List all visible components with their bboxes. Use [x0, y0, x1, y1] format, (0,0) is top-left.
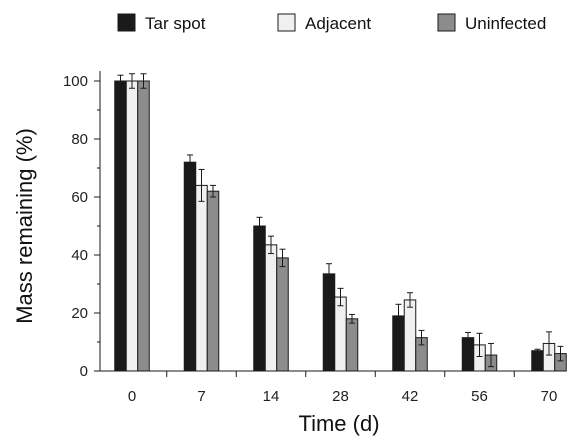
error-bar-tar-spot-70 [534, 348, 541, 353]
bar-uninfected-7 [206, 190, 220, 372]
legend-item-adjacent: Adjacent [277, 13, 371, 33]
error-bar-adjacent-70 [546, 331, 552, 356]
bar-uninfected-0 [137, 80, 150, 372]
error-bar-tar-spot-14 [256, 216, 263, 236]
bar-adjacent-42 [403, 299, 417, 372]
legend-label: Tar spot [145, 14, 206, 33]
error-bar-uninfected-14 [279, 248, 286, 268]
legend-item-uninfected: Uninfected [437, 13, 546, 33]
error-bar-adjacent-42 [407, 292, 413, 308]
error-bar-uninfected-7 [210, 184, 216, 198]
legend-label: Adjacent [305, 14, 371, 33]
error-bar-adjacent-7 [198, 168, 205, 202]
y-tick-label: 20 [71, 305, 88, 322]
error-bar-uninfected-70 [557, 345, 564, 362]
y-tick-label: 80 [71, 131, 88, 148]
error-bar-adjacent-56 [476, 332, 483, 357]
error-bar-uninfected-28 [349, 313, 355, 324]
error-bar-adjacent-14 [268, 235, 274, 255]
x-tick-label: 14 [263, 388, 280, 405]
bar-tar-spot-7 [183, 161, 197, 372]
legend: Tar spot Adjacent Uninfected [117, 13, 546, 33]
error-bar-tar-spot-42 [395, 303, 402, 328]
bar-adjacent-7 [195, 184, 208, 372]
legend-swatch [437, 13, 456, 32]
error-bar-uninfected-56 [488, 342, 494, 368]
x-tick-label: 42 [402, 388, 419, 405]
error-bar-tar-spot-7 [187, 154, 193, 170]
legend-swatch [117, 13, 136, 32]
x-tick-label: 28 [332, 388, 349, 405]
bar-adjacent-28 [334, 296, 347, 372]
axes: 0 20 40 60 80 100 0 7 14 28 42 56 70 [63, 71, 566, 405]
bar-uninfected-28 [345, 318, 359, 372]
x-tick-label: 0 [128, 388, 136, 405]
y-axis-title: Mass remaining (%) [12, 128, 37, 324]
x-tick-label: 7 [197, 388, 205, 405]
x-axis-title: Time (d) [298, 411, 379, 436]
error-bar-uninfected-0 [140, 73, 147, 89]
y-tick-label: 60 [71, 189, 88, 206]
legend-item-tar-spot: Tar spot [117, 13, 206, 33]
bar-uninfected-14 [276, 257, 289, 372]
bar-adjacent-0 [125, 80, 139, 372]
legend-label: Uninfected [465, 14, 546, 33]
bar-tar-spot-14 [253, 225, 266, 372]
bar-tar-spot-70 [531, 350, 544, 372]
plot-area [114, 73, 567, 372]
error-bar-tar-spot-0 [117, 74, 124, 88]
y-tick-label: 0 [80, 363, 88, 380]
error-bar-tar-spot-56 [465, 331, 471, 344]
error-bar-adjacent-0 [129, 73, 135, 89]
bar-adjacent-14 [264, 244, 278, 372]
error-bar-adjacent-28 [337, 287, 344, 307]
legend-swatch [277, 13, 296, 32]
bar-tar-spot-28 [322, 273, 336, 372]
x-tick-label: 70 [541, 388, 558, 405]
x-tick-label: 56 [471, 388, 488, 405]
bar-tar-spot-0 [114, 80, 127, 372]
y-tick-label: 100 [63, 73, 88, 90]
y-tick-label: 40 [71, 247, 88, 264]
error-bar-tar-spot-28 [326, 263, 332, 285]
error-bar-uninfected-42 [418, 329, 425, 346]
